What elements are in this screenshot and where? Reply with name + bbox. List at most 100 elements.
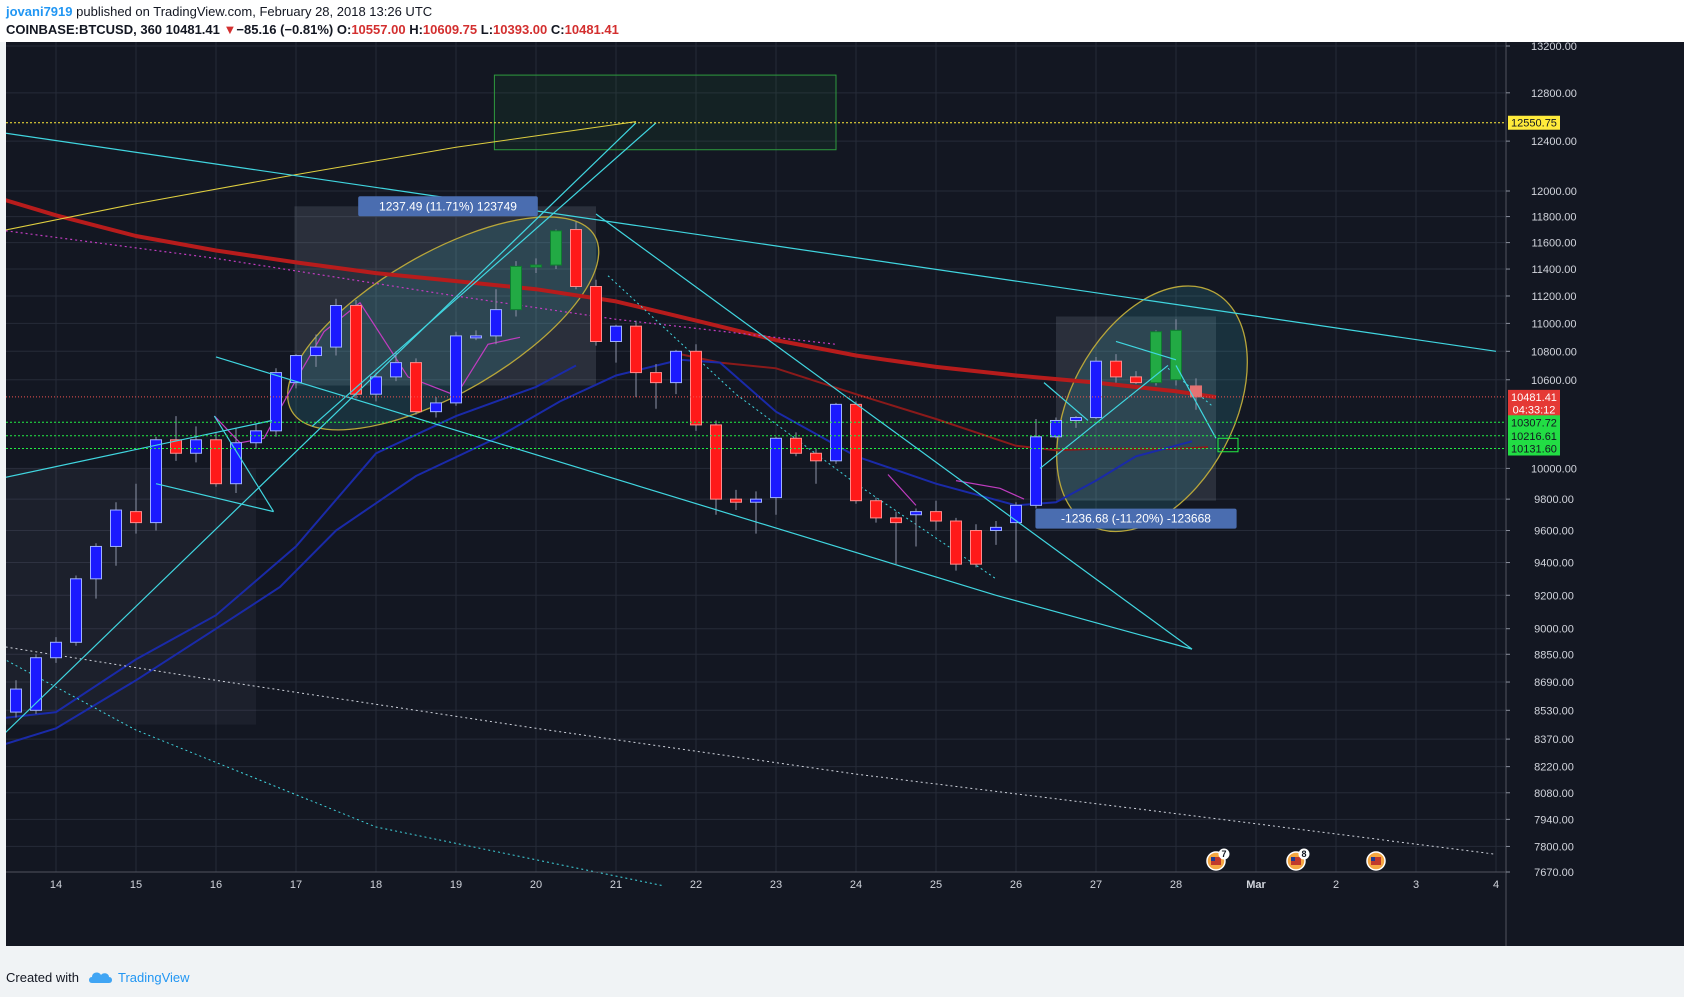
price-tick-label: 11000.00 (1531, 318, 1576, 330)
candle (1050, 417, 1062, 439)
us-flag-icon: 7 (1206, 848, 1230, 871)
candle (810, 448, 822, 484)
price-tag-level-yellow: 12550.75 (1508, 115, 1560, 130)
price-tick-label: 11800.00 (1531, 212, 1576, 224)
cyan-drop-right (1175, 365, 1217, 439)
open-label: O: (336, 22, 352, 37)
measure-labels: 1237.49 (11.71%) 123749 -1236.68 (-11.20%… (358, 196, 1237, 529)
candle (470, 330, 482, 341)
candle-body (770, 437, 782, 499)
candle (950, 517, 962, 571)
candle (1150, 330, 1162, 386)
lower-channel-extension (995, 594, 1193, 650)
rising-trendline-3 (0, 419, 273, 480)
chart-area[interactable]: 13200.00 12800.00 12400.00 12000.00 11800.00… (0, 41, 1684, 946)
candle (650, 364, 662, 409)
cyan-dotted-line-1 (0, 656, 665, 887)
candle-body (850, 403, 862, 502)
candle-body (550, 230, 562, 266)
candle (910, 508, 922, 547)
price-tick-label: 12800.00 (1531, 88, 1577, 100)
price-tag-last: 10481.41 (1508, 389, 1560, 404)
price-chart[interactable]: 13200.00 12800.00 12400.00 12000.00 11800.00… (0, 41, 1684, 946)
high-label: H: (409, 22, 423, 37)
drawings-back (0, 74, 1497, 887)
price-tick-label: 10800.00 (1531, 346, 1577, 358)
candle (690, 344, 702, 431)
symbol-label: COINBASE:BTCUSD, 360 (6, 22, 163, 37)
price-tick-label: 8220.00 (1534, 762, 1574, 774)
close-label: C: (550, 22, 565, 37)
candle-body (230, 442, 242, 485)
time-tick-label: 28 (1170, 879, 1182, 891)
candle (610, 324, 622, 363)
candle (150, 436, 162, 531)
price-tag-bg (1508, 402, 1560, 417)
measure-box-up (294, 206, 596, 386)
cyan-segment-right (1115, 340, 1177, 361)
low-label: L: (480, 22, 494, 37)
candle (590, 279, 602, 346)
chart-header: jovani7919 published on TradingView.com,… (0, 0, 1684, 42)
measure-label: -1236.68 (-11.20%) -123668 (1035, 508, 1237, 529)
price-axis[interactable]: 13200.00 12800.00 12400.00 12000.00 11800.00… (1505, 41, 1577, 946)
open-value: 10557.00 (351, 22, 406, 37)
candle (670, 349, 682, 395)
time-tick-label: 24 (850, 879, 862, 891)
rising-trendline-2 (311, 122, 657, 427)
time-tick-label: 18 (370, 879, 382, 891)
target-box (493, 74, 837, 151)
badge-count-bg (1218, 848, 1230, 860)
candle-body (470, 335, 482, 339)
time-tick-label: 19 (450, 879, 462, 891)
time-tick-label: 27 (1090, 879, 1102, 891)
magenta-segment (887, 474, 917, 506)
candle-body (570, 229, 582, 288)
measure-label-text: 1237.49 (11.71%) 123749 (379, 199, 517, 213)
price-tag-text: 10216.61 (1511, 431, 1557, 443)
footer: Created with TradingView (0, 958, 1684, 997)
published-text: published on TradingView.com, February 2… (76, 4, 433, 19)
candle (1170, 319, 1182, 386)
time-tick-label: 23 (770, 879, 782, 891)
candle (870, 497, 882, 523)
rising-trendline-1 (0, 122, 637, 739)
candle-body (170, 439, 182, 454)
ohlc-line: COINBASE:BTCUSD, 360 10481.41 ▼−85.16 (−… (6, 22, 619, 37)
candle (50, 637, 62, 663)
candle (970, 524, 982, 568)
price-tag-level-green: 10216.61 (1508, 428, 1560, 443)
flag-canton (1291, 857, 1295, 861)
badge-count: 8 (1301, 849, 1306, 859)
price-tag-text: 10131.60 (1511, 444, 1557, 456)
candle-body (210, 439, 222, 485)
tradingview-brand-link[interactable]: TradingView (118, 970, 190, 985)
author-link[interactable]: jovani7919 (6, 4, 73, 19)
candle (790, 432, 802, 457)
candle-body (150, 439, 162, 524)
candle (310, 334, 322, 367)
price-tick-label: 8530.00 (1534, 705, 1574, 717)
candle (990, 521, 1002, 545)
magenta-segment-2 (955, 480, 1025, 500)
flag-stripes (1211, 857, 1221, 865)
candle-body (70, 578, 82, 643)
upper-channel-line (0, 131, 1497, 352)
small-green-box (1217, 437, 1239, 453)
time-tick-label: 22 (690, 879, 702, 891)
candle-body (350, 305, 362, 395)
yellow-trendline (0, 121, 637, 232)
publish-line: jovani7919 published on TradingView.com,… (6, 4, 432, 19)
moving-average-blue (0, 358, 1193, 747)
flag-stripes (1291, 857, 1301, 865)
candle-body (630, 325, 642, 374)
candle-body (450, 335, 462, 404)
price-tag-bg (1508, 115, 1560, 130)
price-tick-label: 8850.00 (1534, 649, 1574, 661)
price-change: −85.16 (−0.81%) (236, 22, 334, 37)
time-axis[interactable]: 14 15 16 17 18 19 20 21 22 23 24 25 26 27 28 Mar 2 3 4 (6, 871, 1506, 891)
price-tick-label: 7670.00 (1534, 867, 1574, 879)
moving-average-red-thick (0, 196, 1217, 400)
candle (1130, 371, 1142, 385)
